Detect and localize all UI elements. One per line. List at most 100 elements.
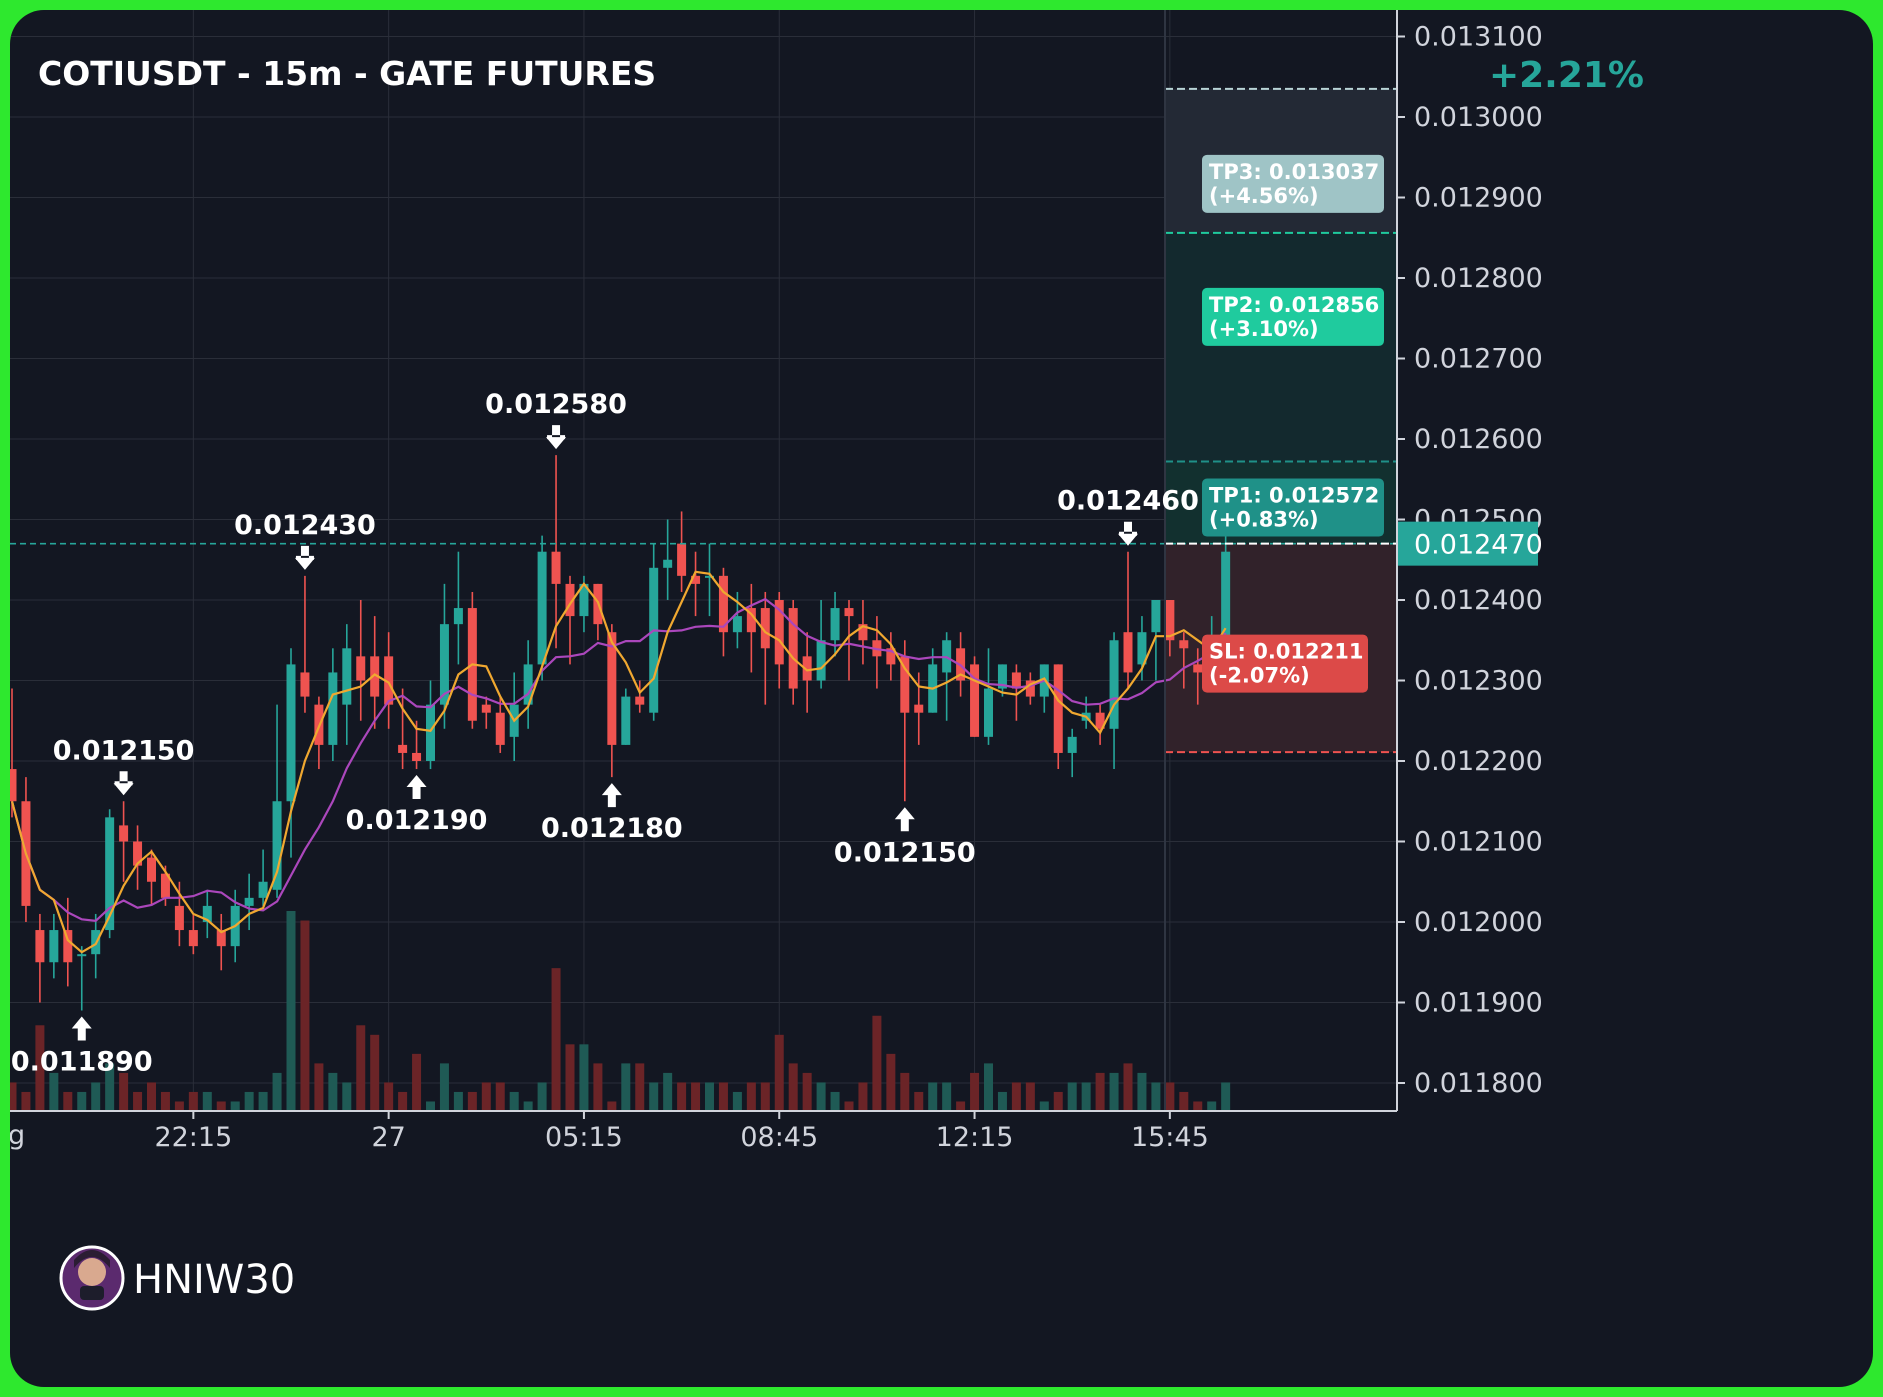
candle-body <box>705 575 714 578</box>
candle-body <box>886 648 896 665</box>
candle-body <box>147 857 156 882</box>
candle-body <box>984 688 993 737</box>
price-annotation: 0.012150 <box>834 837 976 868</box>
candle-body <box>1123 632 1133 673</box>
volume-bar <box>314 1063 324 1111</box>
time-tick-label: 15:45 <box>1131 1122 1209 1153</box>
volume-bar <box>160 1091 170 1111</box>
volume-bar <box>621 1063 631 1111</box>
price-tick-label: 0.012300 <box>1414 666 1543 697</box>
target-label-sl: SL: 0.012211(-2.07%) <box>1202 634 1368 693</box>
candle-body <box>384 656 394 705</box>
target-label-price: TP3: 0.013037 <box>1209 160 1379 184</box>
candle-body <box>1067 736 1077 753</box>
candle-body <box>649 567 659 713</box>
candle-body <box>830 608 840 641</box>
volume-bar <box>1193 1101 1203 1111</box>
volume-bar <box>286 911 296 1111</box>
volume-bar <box>649 1082 659 1111</box>
volume-bar <box>272 1072 282 1111</box>
volume-bar <box>202 1091 212 1111</box>
arrow-down-icon <box>546 425 567 450</box>
volume-bar <box>607 1101 617 1111</box>
time-tick-label: 22:15 <box>154 1122 232 1153</box>
price-tick-label: 0.012900 <box>1414 183 1543 214</box>
candle-body <box>1109 640 1119 729</box>
price-chart[interactable]: 0.011890 0.012150 0.012430 0.012190 0.012580… <box>10 10 1873 1387</box>
volume-bar <box>91 1082 101 1111</box>
volume-bar <box>174 1101 184 1111</box>
volume-bar <box>63 1091 73 1111</box>
volume-bar <box>691 1082 701 1111</box>
price-annotation: 0.011890 <box>11 1047 153 1078</box>
candle-body <box>900 656 910 713</box>
volume-bar <box>1151 1082 1161 1111</box>
price-annotation: 0.012460 <box>1057 486 1199 517</box>
candle-body <box>732 616 742 633</box>
arrow-up-icon <box>71 1016 92 1041</box>
volume-bar <box>732 1091 742 1111</box>
candle-body <box>481 704 491 713</box>
price-tick-label: 0.013100 <box>1414 22 1543 53</box>
candle-body <box>551 551 561 584</box>
price-annotation: 0.012190 <box>346 805 488 836</box>
arrow-down-icon <box>1118 521 1138 546</box>
candle-body <box>495 712 505 745</box>
volume-bar <box>384 1082 394 1111</box>
volume-bar <box>426 1101 435 1111</box>
arrow-down-icon <box>113 771 134 796</box>
candle-body <box>718 575 728 633</box>
candle-body <box>412 752 422 761</box>
volume-bar <box>1165 1082 1175 1111</box>
volume-bar <box>398 1091 408 1111</box>
volume-bar <box>788 1063 798 1111</box>
volume-bar <box>537 1082 547 1111</box>
volume-bar <box>593 1063 603 1111</box>
target-label-percent: (+4.56%) <box>1209 184 1319 208</box>
volume-bar <box>244 1091 254 1111</box>
candle-body <box>663 559 673 568</box>
volume-bar <box>551 968 561 1111</box>
level-lines <box>10 10 1397 1111</box>
volume-bar <box>886 1053 896 1111</box>
volume-bar <box>914 1091 924 1111</box>
price-annotation: 0.012580 <box>485 389 627 420</box>
candle-body <box>579 583 589 617</box>
volume-bar <box>677 1082 687 1111</box>
volume-bar <box>984 1063 993 1111</box>
volume-bar <box>1137 1072 1147 1111</box>
zone-tp2 <box>1165 232 1397 462</box>
volume-bar <box>49 1072 59 1111</box>
target-label-percent: (+3.10%) <box>1209 317 1319 341</box>
target-label-bg <box>1202 154 1384 213</box>
candle-body <box>1011 672 1021 689</box>
volume-bar <box>523 1101 533 1111</box>
volume-bar <box>119 1072 129 1111</box>
candle-body <box>35 930 45 963</box>
candle-body <box>760 608 770 649</box>
volume-bar <box>956 1101 966 1111</box>
target-label-bg <box>1202 634 1368 693</box>
ma-fast-line <box>10 570 1227 954</box>
candle-body <box>356 656 366 681</box>
candle-body <box>160 873 170 898</box>
candle-body <box>272 801 282 890</box>
target-label-percent: (-2.07%) <box>1209 664 1310 688</box>
watermark-username: HNIW30 <box>133 1257 295 1303</box>
target-label-bg <box>1202 287 1384 346</box>
price-annotation: 0.012180 <box>541 813 683 844</box>
candle-body <box>788 608 798 689</box>
volume-bar <box>21 1091 31 1111</box>
candle-body <box>1193 664 1203 673</box>
candle-body <box>1221 551 1231 649</box>
candle-body <box>300 672 310 697</box>
candle-body <box>1053 664 1063 753</box>
time-tick-label: 12:15 <box>936 1122 1014 1153</box>
candle-body <box>746 608 756 633</box>
volume-bar <box>997 1091 1007 1111</box>
candle-body <box>635 696 645 705</box>
target-label-price: TP1: 0.012572 <box>1209 484 1379 508</box>
chart-title: COTIUSDT - 15m - GATE FUTURES <box>38 54 656 93</box>
volume-bar <box>342 1082 352 1111</box>
current-price-tag-bg <box>1398 521 1538 566</box>
